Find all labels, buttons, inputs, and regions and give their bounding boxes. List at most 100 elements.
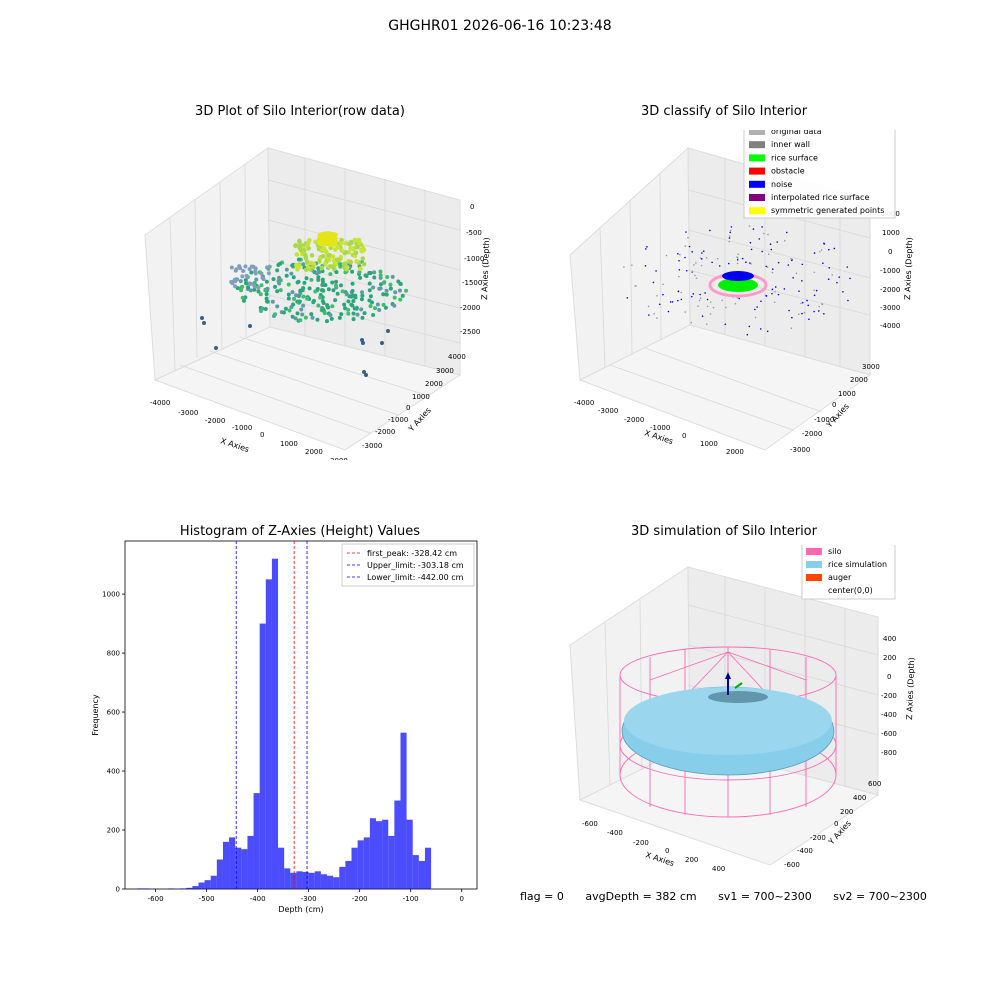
raw-zlabel: Z Axies (Depth) <box>480 237 491 300</box>
classify-point <box>833 247 836 250</box>
classify-point <box>759 328 762 330</box>
raw-point <box>270 299 275 304</box>
raw-point <box>404 288 409 293</box>
classify-point <box>767 233 769 236</box>
raw-point <box>351 317 356 322</box>
classify-point <box>716 257 719 260</box>
classify-rice-surface <box>718 278 758 292</box>
simulation-plot-title: 3D simulation of Silo Interior <box>631 524 817 539</box>
histogram-bar <box>290 872 297 889</box>
legend-label: auger <box>828 573 852 582</box>
classify-ytick: 1000 <box>838 390 856 398</box>
raw-point <box>360 290 365 295</box>
classify-point <box>644 248 647 250</box>
classify-3d-plot: -4000 -3000 -2000 -1000 0 1000 2000 3000… <box>569 130 914 456</box>
legend-swatch <box>749 154 765 162</box>
simulation-zlabel: Z Axies (Depth) <box>905 657 916 720</box>
raw-point <box>334 270 339 275</box>
classify-point <box>756 306 758 308</box>
raw-point <box>290 314 295 319</box>
raw-point <box>350 269 355 274</box>
raw-point <box>320 282 325 287</box>
classify-point <box>698 299 701 302</box>
raw-point <box>264 279 269 284</box>
classify-point <box>678 259 680 262</box>
classify-point <box>684 245 687 247</box>
raw-point <box>321 307 326 312</box>
raw-point <box>371 313 376 318</box>
sim-ytick: -600 <box>784 861 800 869</box>
histogram-legend-label: first_peak: -328.42 cm <box>367 549 457 558</box>
raw-point <box>393 290 398 295</box>
raw-point <box>232 284 237 289</box>
histogram-bar <box>363 837 370 889</box>
raw-3d-plot: -4000 -3000 -2000 -1000 0 1000 2000 3000… <box>144 147 491 460</box>
classify-point <box>667 310 670 313</box>
raw-point <box>240 274 245 279</box>
avg-depth-value: avgDepth = 382 cm <box>585 890 697 903</box>
histogram-title: Histogram of Z-Axies (Height) Values <box>179 524 421 539</box>
classify-point <box>765 265 768 268</box>
classify-ztick: 0 <box>888 248 892 256</box>
flag-value: flag = 0 <box>520 890 564 903</box>
raw-point <box>398 281 403 286</box>
classify-point <box>822 262 824 265</box>
classify-point <box>808 318 810 321</box>
classify-point <box>748 325 751 328</box>
raw-point <box>264 296 269 301</box>
classify-point <box>788 309 790 312</box>
raw-xlabel: X Axies <box>219 436 250 454</box>
classify-point <box>801 312 803 315</box>
raw-point <box>305 296 310 301</box>
histogram-ytick-label: 0 <box>116 886 120 894</box>
raw-point <box>344 265 350 270</box>
classify-point <box>801 280 803 282</box>
raw-point <box>238 279 243 284</box>
raw-xtick: -4000 <box>150 399 170 407</box>
raw-point <box>360 256 366 261</box>
classify-zlabel: Z Axies (Depth) <box>903 237 914 300</box>
classify-point <box>798 290 800 292</box>
classify-ytick: -1000 <box>814 416 834 424</box>
raw-point <box>297 299 302 304</box>
raw-point <box>214 346 218 350</box>
raw-xtick: 3000 <box>330 457 348 460</box>
raw-point <box>245 275 250 280</box>
legend-swatch <box>749 167 765 175</box>
histogram-reference-lines <box>235 541 308 889</box>
classify-point <box>801 263 804 266</box>
raw-point <box>372 275 377 280</box>
histogram-bar <box>424 847 432 889</box>
classify-point <box>736 257 739 259</box>
raw-point <box>286 282 291 287</box>
raw-point <box>338 283 343 288</box>
classify-point <box>815 289 818 292</box>
raw-point <box>367 281 372 286</box>
raw-point <box>324 249 329 255</box>
raw-point <box>367 298 372 303</box>
raw-point <box>333 283 338 288</box>
histogram-bar <box>222 841 230 889</box>
raw-point <box>335 245 341 250</box>
raw-point <box>299 307 304 312</box>
classify-point <box>727 262 730 265</box>
classify-point <box>828 248 830 251</box>
raw-point <box>373 306 378 311</box>
classify-ztick: -3000 <box>880 304 900 312</box>
raw-point <box>275 304 280 309</box>
raw-point <box>328 313 333 318</box>
classify-point <box>709 313 712 315</box>
classify-point <box>691 270 694 273</box>
raw-point <box>202 321 206 325</box>
histogram-xtick-label: -500 <box>199 895 215 903</box>
classify-point <box>771 288 774 291</box>
classify-point <box>685 269 688 272</box>
classify-point <box>736 258 739 261</box>
raw-point <box>341 262 347 267</box>
classify-ytick: -3000 <box>790 446 810 454</box>
raw-point <box>300 312 305 317</box>
classify-point <box>680 298 683 301</box>
raw-point <box>361 247 367 253</box>
raw-point <box>358 266 363 272</box>
classify-point <box>771 271 774 274</box>
